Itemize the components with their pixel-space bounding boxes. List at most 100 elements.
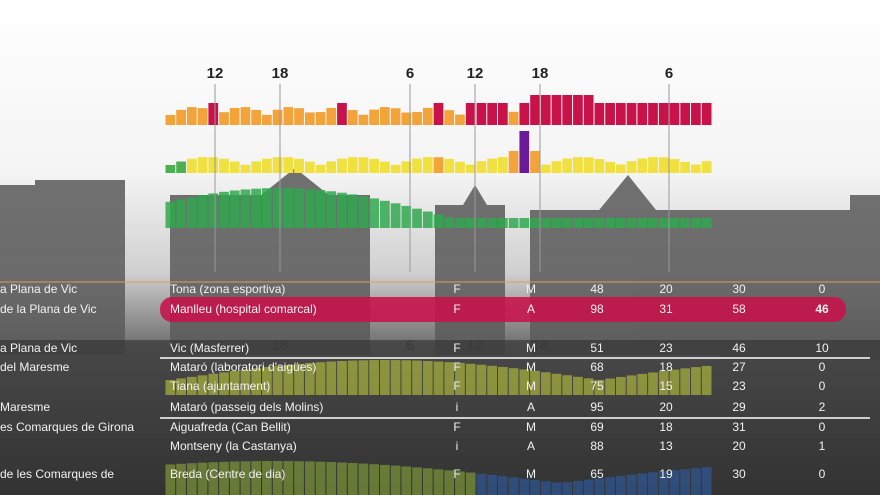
strip-bar	[251, 188, 262, 228]
strip-bar	[605, 378, 615, 395]
strip-bar	[186, 158, 197, 173]
strip-bar	[540, 218, 551, 228]
strip-bar	[390, 203, 401, 228]
strip-bar	[691, 468, 701, 495]
cell-value: M	[526, 379, 536, 393]
bar-strips	[165, 95, 712, 495]
strip-bar	[326, 462, 337, 495]
strip-bar	[165, 165, 176, 173]
strip-bar	[615, 218, 626, 228]
strip-bar	[444, 470, 455, 495]
strip-bar	[465, 472, 476, 495]
strip-bar	[648, 372, 658, 395]
strip-bar	[594, 103, 605, 125]
station-name: Mataró (passeig dels Molins)	[170, 400, 323, 414]
cell-value: 68	[590, 360, 604, 374]
strip-bar	[186, 463, 197, 495]
strip-bar	[497, 157, 508, 173]
cell-value: 65	[590, 467, 604, 481]
strip-bar	[380, 200, 390, 228]
cell-value: 23	[732, 379, 746, 393]
strip-bar	[304, 161, 315, 173]
strip-bar	[562, 158, 573, 173]
cell-value: 10	[815, 341, 829, 355]
strip-bar	[283, 188, 294, 228]
strip-bar	[540, 95, 551, 125]
strip-bar	[208, 462, 219, 495]
strip-bar	[508, 111, 519, 125]
station-name: Tona (zona esportiva)	[170, 282, 285, 296]
strip-bar	[497, 103, 508, 125]
strip-bar	[380, 464, 390, 495]
strip-bar	[240, 107, 251, 125]
strip-bar	[583, 378, 594, 395]
strip-bar	[272, 188, 283, 228]
zone-name: Maresme	[0, 400, 50, 414]
strip-bar	[551, 161, 562, 173]
strip-bar	[304, 189, 315, 228]
strip-bar	[669, 218, 680, 228]
cell-value: 31	[659, 302, 673, 316]
strip-bar	[669, 103, 680, 125]
cell-value: 13	[659, 439, 673, 453]
strip-bar	[701, 103, 712, 125]
strip-bar	[594, 379, 605, 395]
strip-bar	[229, 190, 240, 228]
strip-bar	[337, 158, 347, 173]
strip-bar	[315, 362, 326, 395]
cell-value: 0	[819, 379, 826, 393]
hour-label: 6	[665, 65, 673, 82]
strip-bar	[176, 199, 186, 228]
cell-value: 18	[659, 420, 673, 434]
strip-bar	[444, 158, 455, 173]
strip-bar	[390, 360, 401, 395]
strip-bar	[669, 369, 680, 395]
strip-bar	[455, 362, 465, 395]
strip-bar	[272, 461, 283, 495]
strip-bar	[701, 467, 712, 495]
strip-bar	[401, 360, 412, 395]
strip-bar	[551, 218, 562, 228]
strip-bar	[497, 218, 508, 228]
strip-bar	[540, 164, 551, 173]
strip-bar	[272, 157, 283, 173]
cell-value: i	[456, 400, 459, 414]
strip-bar	[326, 161, 337, 173]
strip-bar	[637, 158, 648, 173]
strip-bar	[680, 103, 691, 125]
zone-name: es Comarques de Girona	[0, 420, 134, 434]
strip-bar	[680, 161, 691, 173]
hour-label-ghost: 18	[532, 337, 549, 354]
cell-value: 0	[819, 467, 826, 481]
strip-bar	[326, 361, 337, 395]
strip-bar	[562, 218, 573, 228]
strip-bar	[186, 376, 197, 395]
strip-bar	[605, 161, 615, 173]
cell-value: F	[453, 302, 460, 316]
strip-bar	[358, 114, 369, 125]
strip-bar	[208, 193, 219, 228]
strip-bar	[337, 192, 347, 228]
strip-bar	[648, 472, 658, 495]
strip-bar	[530, 370, 540, 395]
strip-bar	[669, 470, 680, 495]
cell-value: 58	[732, 302, 746, 316]
strip-bar	[594, 158, 605, 173]
strip-bar	[337, 462, 347, 495]
strip-bar	[562, 95, 573, 125]
strip-bar	[605, 103, 615, 125]
strip-bar	[680, 469, 691, 495]
station-name: Aiguafreda (Can Bellit)	[170, 420, 291, 434]
strip-bar	[294, 363, 304, 395]
cell-value: 51	[590, 341, 604, 355]
strip-bar	[573, 480, 583, 495]
strip-bar	[487, 474, 497, 495]
strip-bar	[283, 157, 294, 173]
strip-bar	[444, 217, 455, 228]
cell-value: 95	[590, 400, 604, 414]
strip-bar	[186, 107, 197, 125]
strip-bar	[283, 364, 294, 395]
strip-bar	[626, 375, 637, 395]
strip-bar	[519, 218, 530, 228]
